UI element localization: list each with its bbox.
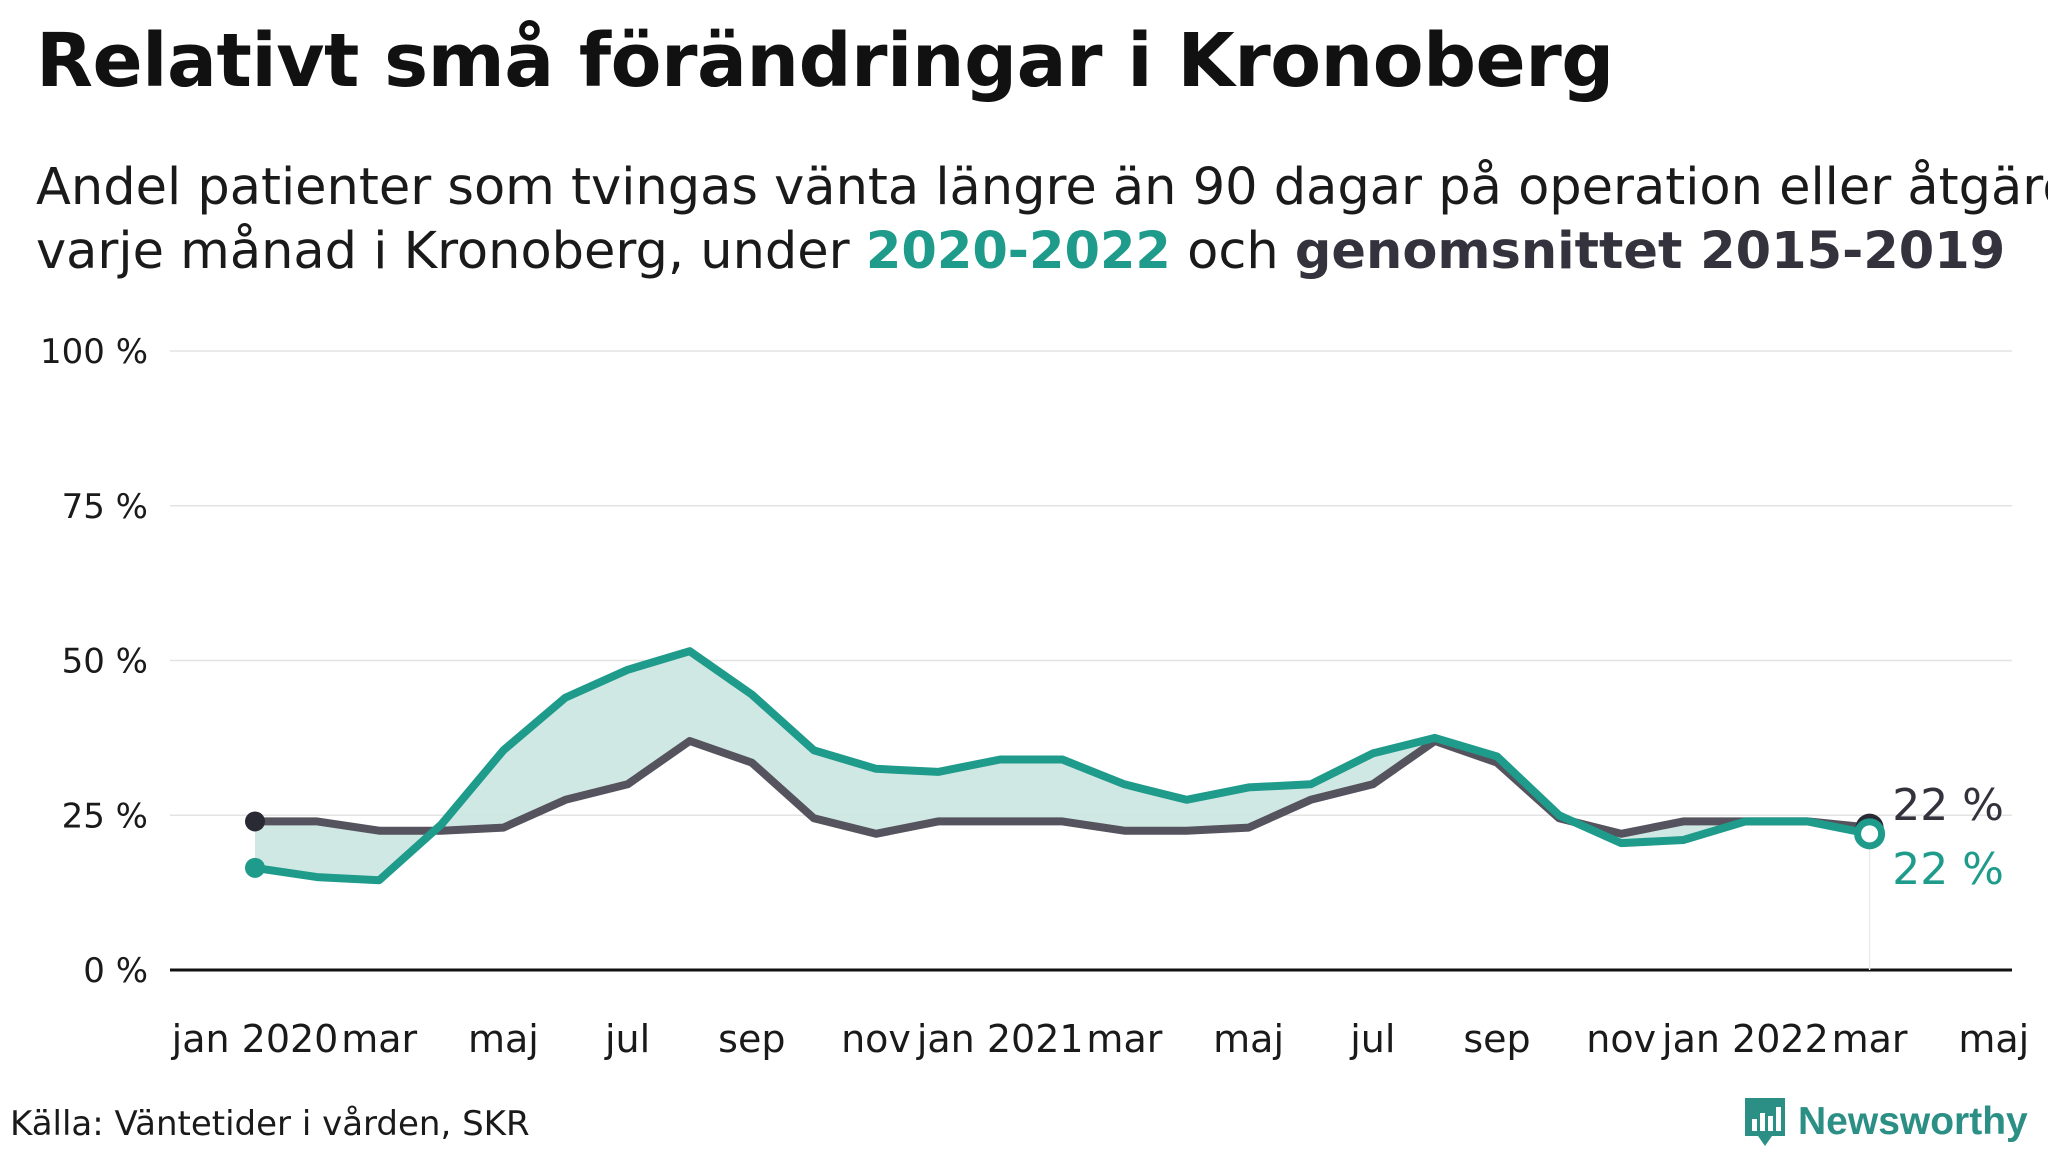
y-tick-label: 25 % [62, 796, 148, 836]
x-tick-label: jan 2021 [916, 1017, 1084, 1061]
end-label-average: 22 % [1892, 780, 2004, 831]
legend-average-period: genomsnittet 2015-2019 [1294, 222, 2006, 281]
start-point-current [245, 857, 265, 878]
x-tick-label: maj [1958, 1017, 2029, 1061]
line-chart: 0 %25 %50 %75 %100 %jan 2020 mar maj jul sep… [40, 332, 2029, 1061]
subtitle-connector: och [1170, 222, 1295, 281]
end-label-current: 22 % [1892, 844, 2004, 895]
x-tick-label: jan 2020 [171, 1017, 339, 1061]
subtitle-line-1: Andel patienter som tvingas vänta längre… [36, 158, 2048, 217]
series-line-current [251, 647, 1874, 885]
difference-area [255, 651, 1870, 881]
y-tick-label: 0 % [83, 951, 148, 991]
x-tick-label: sep [718, 1017, 785, 1061]
chart-title: Relativt små förändringar i Kronoberg [36, 18, 1614, 104]
chart-subtitle: Andel patienter som tvingas vänta längre… [36, 156, 2048, 284]
source-note: Källa: Väntetider i vården, SKR [10, 1104, 530, 1144]
x-tick-label: jul [1349, 1017, 1395, 1061]
x-tick-label: jul [604, 1017, 650, 1061]
x-tick-label: sep [1463, 1017, 1530, 1061]
x-tick-label: mar [341, 1017, 417, 1061]
y-tick-label: 75 % [62, 487, 148, 527]
x-tick-label: nov [841, 1017, 911, 1061]
series-line-average [251, 737, 1874, 838]
newsworthy-logo: Newsworthy [1742, 1094, 2028, 1150]
x-tick-label: maj [1213, 1017, 1284, 1061]
x-tick-label: nov [1586, 1017, 1656, 1061]
x-tick-label: maj [468, 1017, 539, 1061]
y-tick-label: 50 % [62, 642, 148, 682]
legend-current-period: 2020-2022 [865, 222, 1171, 281]
logo-text: Newsworthy [1798, 1100, 2028, 1143]
x-tick-label: jan 2022 [1661, 1017, 1829, 1061]
y-tick-label: 100 % [40, 332, 148, 372]
bar-chart-icon [1745, 1098, 1785, 1146]
x-tick-label: mar [1086, 1017, 1162, 1061]
subtitle-prefix: varje månad i Kronoberg, under [36, 222, 866, 281]
start-point-average [245, 811, 265, 832]
x-tick-label: mar [1832, 1017, 1908, 1061]
subtitle-line-2: varje månad i Kronoberg, under 2020-2022… [36, 220, 2048, 284]
end-point-current [1854, 818, 1886, 850]
